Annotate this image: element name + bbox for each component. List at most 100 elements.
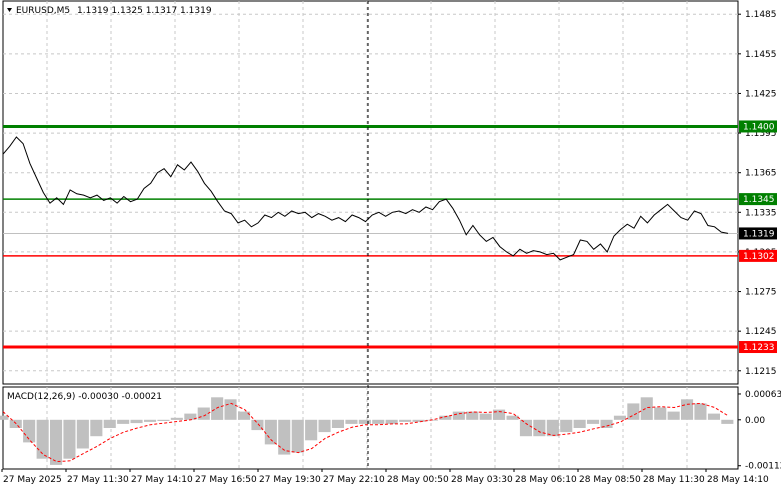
price-tick-label: 1.1485 xyxy=(745,10,777,20)
price-pane: 1.12151.12451.12751.13051.13351.13651.13… xyxy=(2,0,777,385)
price-level-tag-label: 1.1233 xyxy=(743,343,775,353)
macd-histogram-bar xyxy=(76,419,89,449)
price-level-tag-bg xyxy=(739,249,777,262)
macd-histogram-bar xyxy=(0,415,9,420)
macd-pane: 0.00063 0.00 -0.00112 MACD(12,26,9) -0.000… xyxy=(0,386,781,472)
time-tick-label: 27 May 14:10 xyxy=(131,475,193,485)
symbol-dropdown-icon[interactable] xyxy=(7,8,12,12)
price-level-tag: 1.1400 xyxy=(739,120,777,133)
macd-signal-line xyxy=(2,402,729,463)
price-levels xyxy=(3,124,738,349)
level-tags: 1.1400 1.1345 1.1302 1.1233 1.1319 xyxy=(739,120,777,354)
macd-histogram-bar xyxy=(681,399,694,420)
price-tick-label: 1.1365 xyxy=(745,169,777,179)
macd-histogram-bar xyxy=(399,419,412,422)
macd-histogram-bar xyxy=(345,419,358,424)
macd-histogram-bar xyxy=(573,419,586,428)
price-level-tag: 1.1233 xyxy=(739,341,777,354)
time-tick-label: 28 May 00:50 xyxy=(387,475,449,485)
time-tick-label: 28 May 03:30 xyxy=(451,475,513,485)
time-axis: 27 May 2025 27 May 11:30 27 May 14:10 27 Ma… xyxy=(1,469,769,485)
symbol-label: EURUSD,M5 xyxy=(16,6,70,16)
price-level-tag-bg xyxy=(739,341,777,354)
macd-histogram-bar xyxy=(278,419,291,455)
time-tick-label: 27 May 19:30 xyxy=(259,475,321,485)
macd-histogram-bar xyxy=(372,419,385,424)
price-level-tag-label: 1.1302 xyxy=(743,252,775,262)
macd-histogram-bar xyxy=(103,419,116,428)
price-series xyxy=(2,136,729,261)
macd-label: MACD(12,26,9) -0.00030 -0.00021 xyxy=(7,392,162,402)
macd-tick-label: -0.00112 xyxy=(745,462,781,472)
macd-histogram-bar xyxy=(640,397,653,420)
macd-histogram-bar xyxy=(211,397,224,420)
macd-histogram-bar xyxy=(291,419,304,453)
current-price-tag-bg xyxy=(739,227,777,240)
price-pane-frame xyxy=(2,0,739,385)
macd-histogram-bar xyxy=(506,415,519,420)
price-tick-label: 1.1455 xyxy=(745,50,777,60)
macd-histogram-bar xyxy=(23,419,36,443)
current-price-tag-label: 1.1319 xyxy=(743,229,775,239)
price-tick-label: 1.1335 xyxy=(745,208,777,218)
price-line xyxy=(2,136,729,261)
macd-signal xyxy=(2,402,729,463)
macd-histogram-bar xyxy=(63,419,76,459)
macd-histogram-bar xyxy=(184,413,197,420)
macd-histogram-bar xyxy=(144,419,157,422)
macd-tick-label: 0.00063 xyxy=(745,390,781,400)
time-tick-label: 28 May 08:50 xyxy=(579,475,641,485)
macd-histogram-bar xyxy=(412,419,425,422)
macd-histogram-bar xyxy=(587,419,600,424)
macd-histogram-bar xyxy=(36,419,49,459)
price-level-tag-label: 1.1345 xyxy=(743,195,775,205)
macd-histogram-bar xyxy=(667,411,680,420)
macd-histogram-bar xyxy=(358,419,371,424)
macd-histogram-bar xyxy=(439,415,452,420)
ohlc-values: 1.1319 1.1325 1.1317 1.1319 xyxy=(77,6,212,16)
macd-histogram-bar xyxy=(331,419,344,428)
macd-histogram-bar xyxy=(560,419,573,433)
macd-histogram-bar xyxy=(117,419,130,424)
time-tick-label: 28 May 14:10 xyxy=(707,475,769,485)
time-tick-label: 27 May 16:50 xyxy=(195,475,257,485)
price-level-tag: 1.1345 xyxy=(739,193,777,206)
macd-histogram-bar xyxy=(238,411,251,420)
macd-histogram-bar xyxy=(385,419,398,424)
macd-histogram-bar xyxy=(707,413,720,420)
macd-histogram-bar xyxy=(90,419,103,437)
macd-histogram-bar xyxy=(466,411,479,420)
price-tick-label: 1.1275 xyxy=(745,288,777,298)
price-tick-label: 1.1425 xyxy=(745,89,777,99)
macd-histogram-bar xyxy=(493,409,506,420)
time-tick-label: 28 May 06:10 xyxy=(515,475,577,485)
macd-histogram-bar xyxy=(452,411,465,420)
macd-histogram-bar xyxy=(157,419,170,421)
macd-histogram-bar xyxy=(479,413,492,420)
macd-histogram-bar xyxy=(318,419,331,433)
price-level-tag: 1.1302 xyxy=(739,249,777,262)
macd-histogram-bar xyxy=(50,419,63,465)
chart-header: EURUSD,M5 1.1319 1.1325 1.1317 1.1319 xyxy=(7,6,212,16)
price-level-tag-bg xyxy=(739,193,777,206)
macd-histogram-bar xyxy=(305,419,318,441)
macd-histogram-bar xyxy=(546,419,559,437)
price-level-tag-bg xyxy=(739,120,777,133)
macd-histogram-bar xyxy=(627,403,640,420)
time-tick-label: 27 May 11:30 xyxy=(67,475,129,485)
time-tick-label: 28 May 11:30 xyxy=(643,475,705,485)
time-tick-label: 27 May 2025 xyxy=(3,475,62,485)
price-tick-label: 1.1395 xyxy=(745,129,777,139)
macd-histogram-bar xyxy=(264,419,277,445)
macd-pane-frame xyxy=(2,386,739,470)
macd-histogram-bar xyxy=(519,419,532,437)
macd-histogram-bar xyxy=(694,403,707,420)
macd-histogram-bar xyxy=(600,419,613,428)
macd-histogram-bar xyxy=(170,417,183,420)
current-price-tag: 1.1319 xyxy=(739,227,777,240)
price-grid xyxy=(3,1,738,384)
macd-histogram-bar xyxy=(654,407,667,420)
macd-axis: 0.00063 0.00 -0.00112 xyxy=(738,390,781,472)
